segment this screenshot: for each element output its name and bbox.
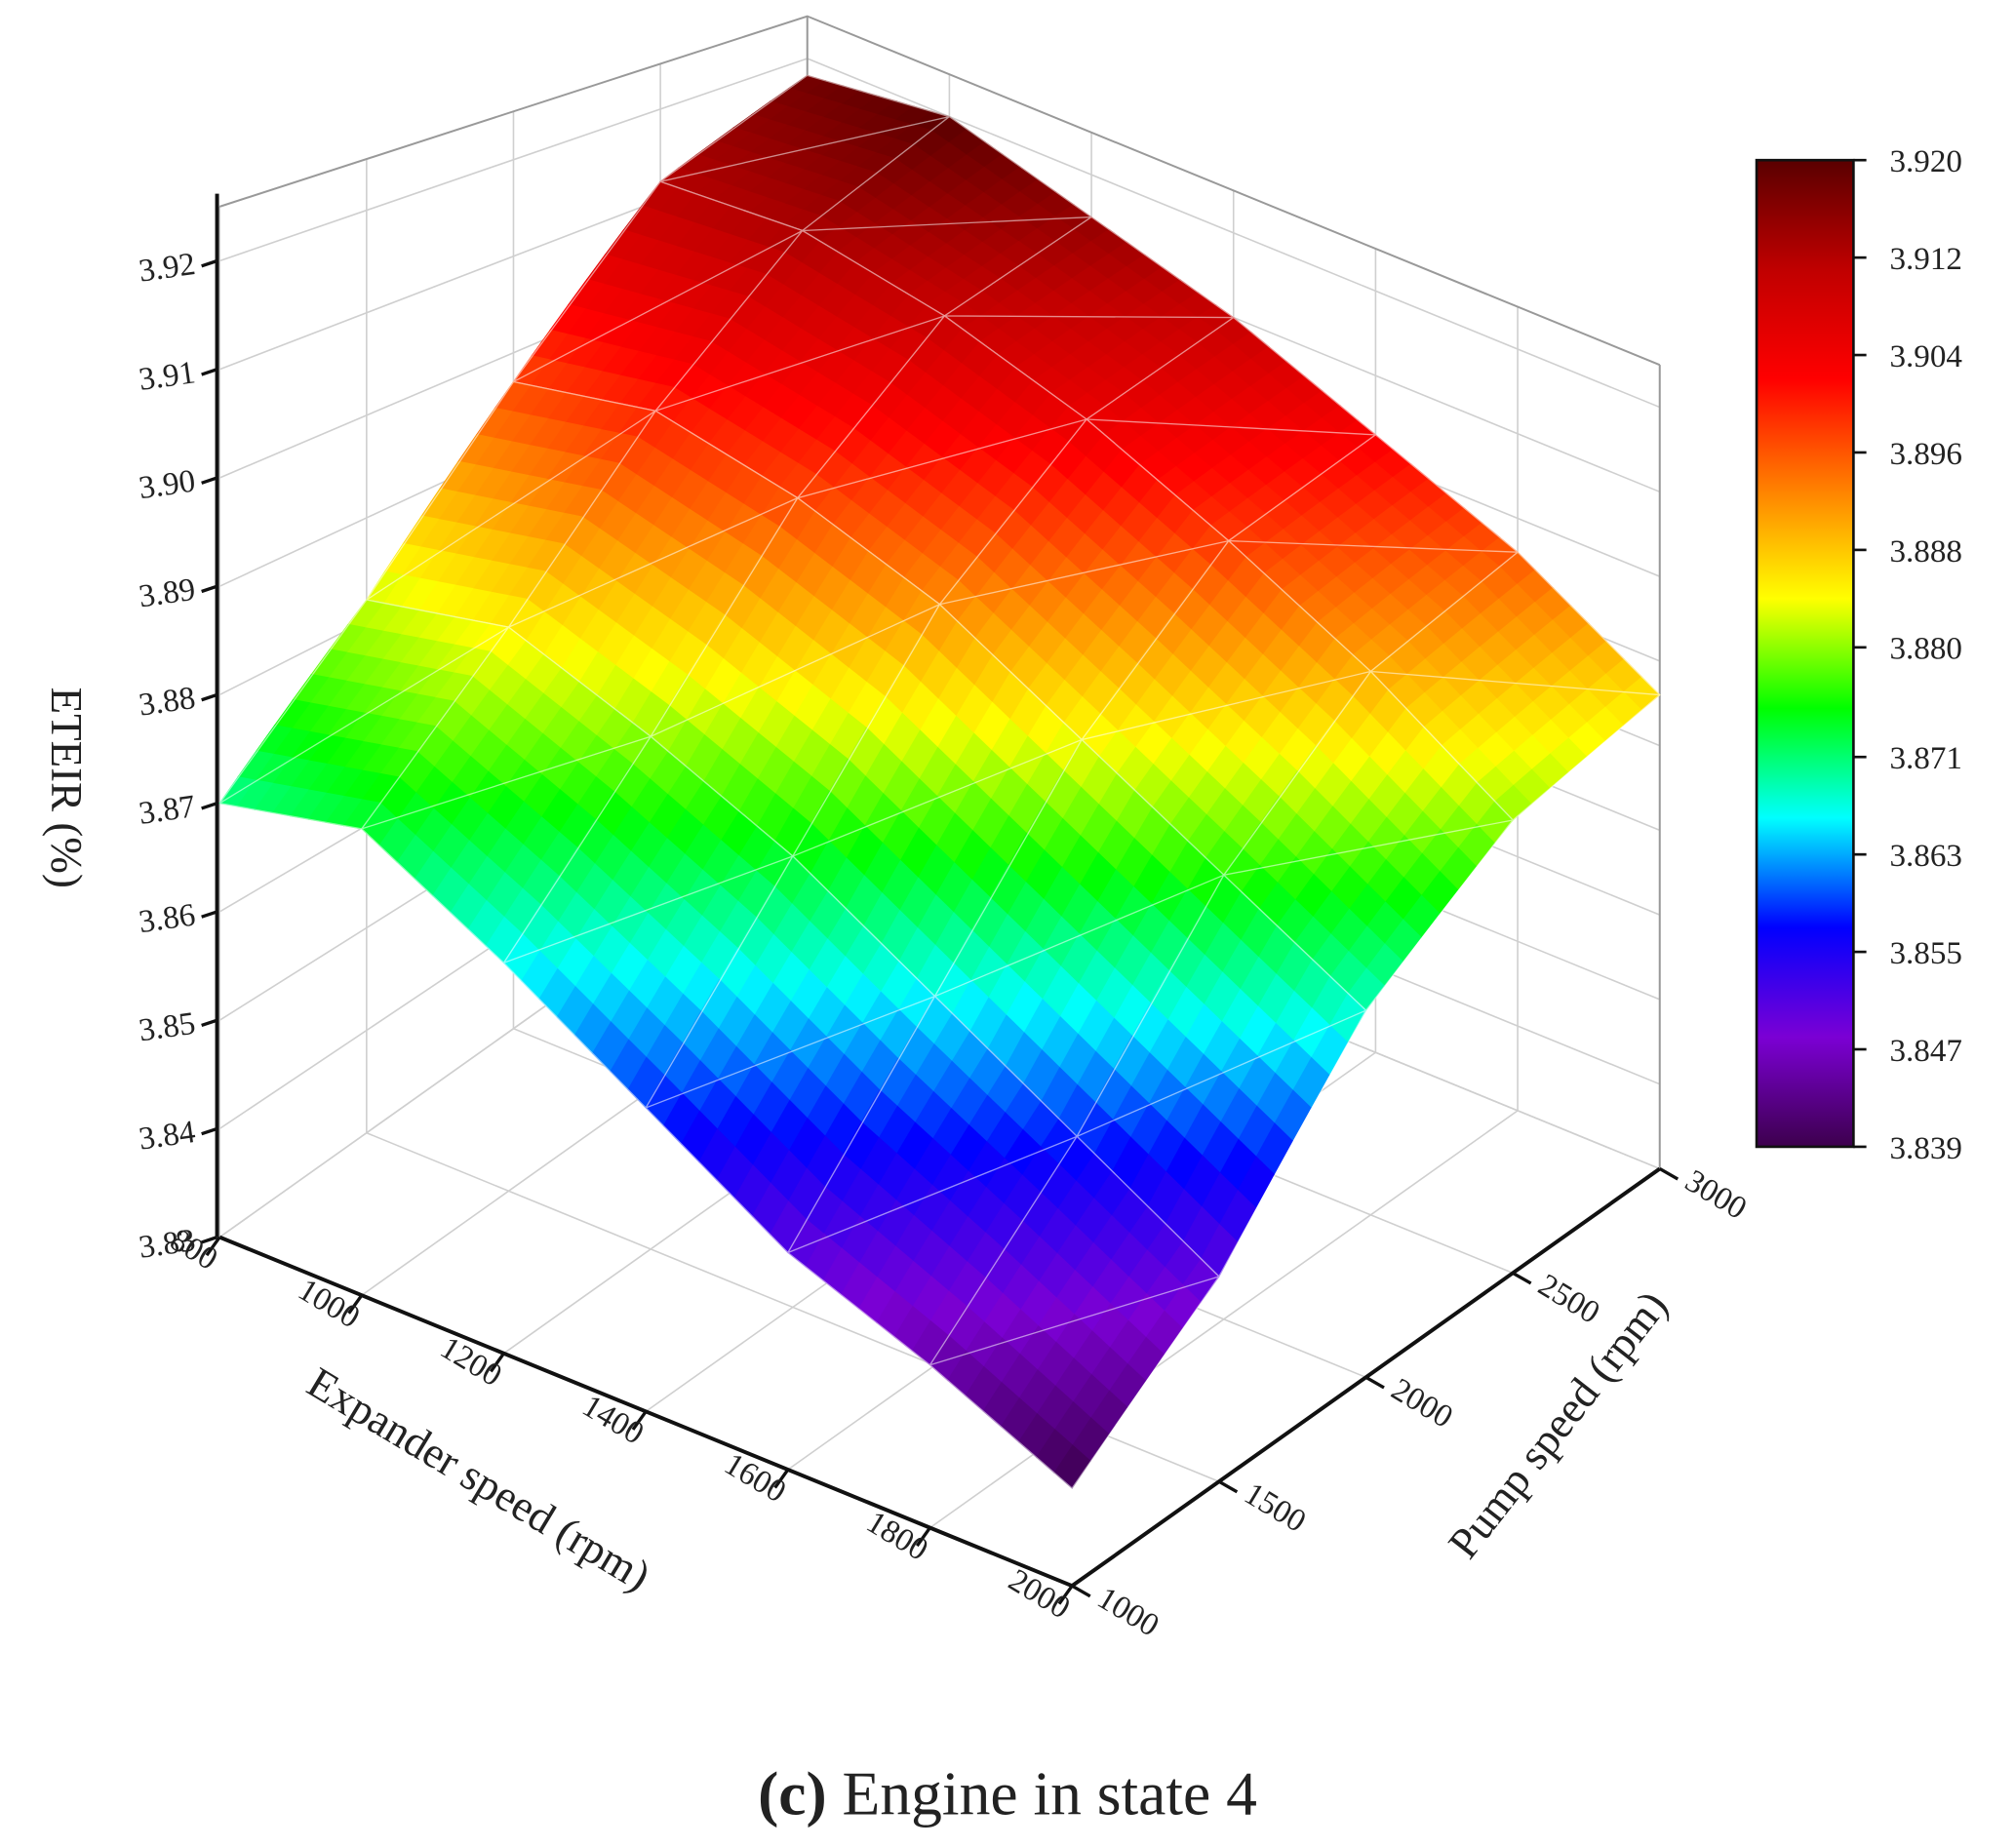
z-tick (201, 584, 218, 594)
y-tick (1658, 1167, 1679, 1181)
colorbar-tick-label: 3.880 (1889, 632, 1961, 667)
z-tick-label: 3.84 (137, 1115, 198, 1158)
z-tick-label: 3.89 (137, 572, 197, 615)
x-tick (489, 1352, 505, 1373)
x-tick (1057, 1585, 1074, 1605)
surface-cell (1222, 670, 1514, 1012)
surface-cell (1368, 551, 1661, 821)
y-tick (1512, 1271, 1532, 1285)
y-tick-label: 1500 (1239, 1476, 1312, 1540)
y-tick-label: 3000 (1679, 1163, 1752, 1227)
mesh-line (501, 735, 794, 1110)
y-tick (1071, 1584, 1091, 1598)
mesh-line (928, 1135, 1220, 1490)
x-tick (773, 1469, 790, 1489)
y-tick (1364, 1375, 1385, 1390)
colorbar-tick-label: 3.912 (1889, 242, 1961, 277)
surface-cell (1075, 874, 1367, 1278)
z-tick-label: 3.90 (137, 463, 197, 506)
z-tick (201, 692, 218, 702)
y-axis-title: Pump speed (rpm) (1439, 1281, 1677, 1567)
surface-cell (649, 496, 941, 857)
colorbar-tick-label: 3.871 (1889, 741, 1961, 776)
surface-cell (365, 380, 657, 628)
colorbar-tick-label: 3.855 (1889, 936, 1961, 971)
colorbar (1755, 158, 1855, 1149)
colorbar-tick-label: 3.896 (1889, 437, 1961, 472)
x-tick (631, 1410, 648, 1431)
caption: (c) Engine in state 4 (758, 1759, 1257, 1828)
mesh-line (360, 626, 652, 964)
surface-cell (942, 216, 1235, 420)
surface-cell (791, 603, 1083, 998)
mesh-line (644, 854, 936, 1254)
colorbar-tick-label: 3.847 (1889, 1034, 1961, 1069)
z-tick (201, 1236, 218, 1244)
z-axis-title: ETEIR (%) (42, 688, 91, 888)
mesh-line (218, 599, 510, 830)
z-tick (201, 910, 218, 919)
y-tick-label: 2500 (1532, 1268, 1605, 1331)
mesh-line (786, 995, 1079, 1366)
y-tick (1218, 1479, 1239, 1494)
surface-cell (1080, 539, 1372, 877)
colorbar-tick-label: 3.888 (1889, 534, 1961, 570)
y-tick-label: 1000 (1091, 1581, 1165, 1644)
colorbar-tick-label: 3.839 (1889, 1131, 1961, 1166)
surface-cell (506, 410, 799, 738)
z-tick (201, 476, 218, 485)
surface-cell (501, 735, 794, 1110)
surface-cell (218, 599, 510, 830)
surface-cell (512, 180, 804, 413)
surface-cell (644, 854, 936, 1254)
caption-text: Engine in state 4 (843, 1759, 1257, 1828)
y-tick-label: 2000 (1385, 1372, 1458, 1435)
z-tick-label: 3.83 (137, 1223, 197, 1266)
surface-cell (1085, 316, 1377, 542)
surface-cell (653, 229, 946, 499)
z-tick (201, 1126, 218, 1136)
colorbar-tick-label: 3.863 (1889, 839, 1961, 874)
surface-cell (932, 738, 1225, 1138)
z-tick (201, 802, 218, 810)
colorbar-tick-label: 3.920 (1889, 144, 1961, 179)
z-tick-label: 3.91 (137, 355, 197, 398)
surface-cell (928, 1135, 1220, 1490)
surface (218, 74, 1661, 1490)
x-tick (347, 1294, 364, 1315)
z-tick (201, 258, 218, 268)
surface-cell (786, 995, 1079, 1366)
caption-label: (c) (758, 1759, 827, 1828)
x-tick (915, 1526, 931, 1548)
surface-cell (937, 418, 1230, 741)
z-tick-label: 3.88 (137, 681, 197, 724)
colorbar-group: 3.839 3.847 3.855 3.863 3.871 3.880 3.888 3.896… (1755, 144, 1962, 1166)
z-tick-label: 3.85 (137, 1006, 197, 1049)
z-tick (201, 368, 218, 376)
z-tick (201, 1018, 218, 1028)
z-tick-label: 3.92 (137, 247, 197, 290)
surface-cell (796, 315, 1088, 606)
z-tick-label: 3.87 (137, 789, 197, 832)
colorbar-tick-label: 3.904 (1889, 339, 1962, 374)
x-tick (205, 1236, 221, 1257)
surface-cell (360, 626, 652, 964)
z-tick-label: 3.86 (137, 897, 197, 940)
